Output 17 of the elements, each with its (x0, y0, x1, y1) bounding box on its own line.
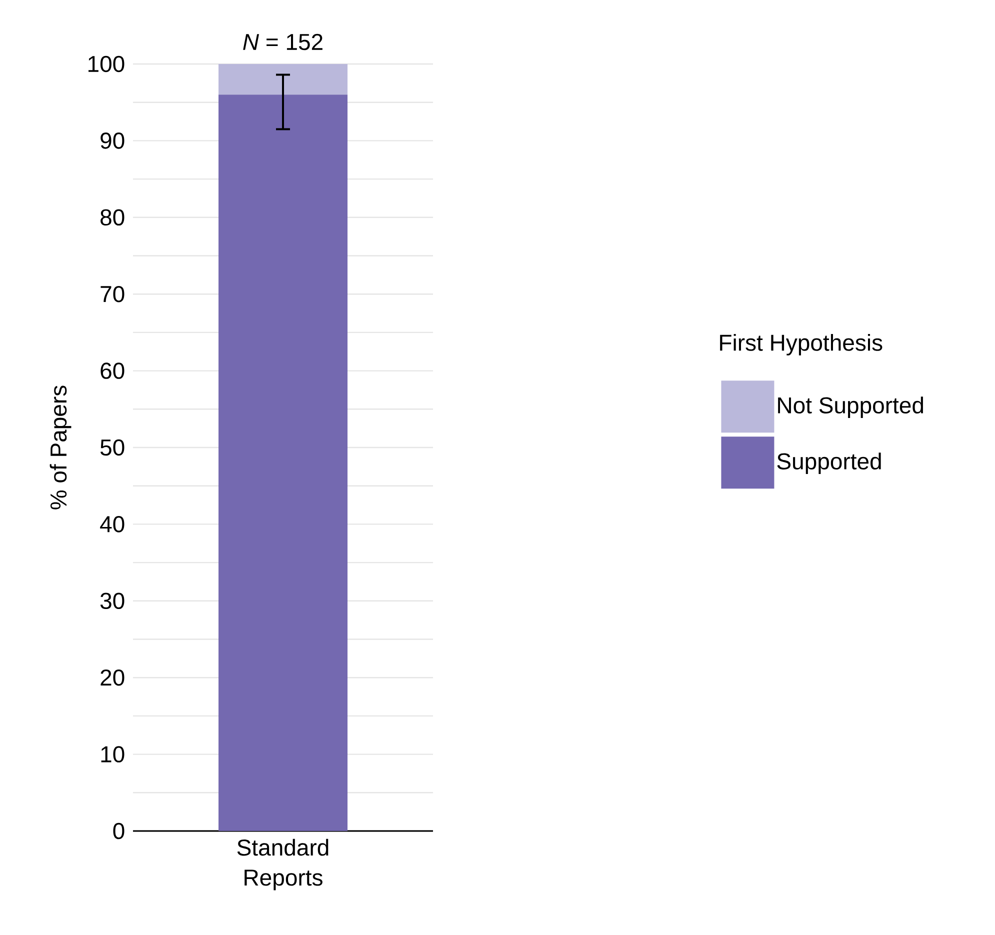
y-tick-label: 60 (100, 362, 124, 379)
legend-title: First Hypothesis (720, 334, 882, 356)
y-tick-label: 40 (100, 516, 124, 532)
y-tick-label: 50 (100, 439, 124, 456)
y-tick-label: 90 (100, 132, 124, 149)
y-tick-label: 70 (100, 286, 124, 302)
y-tick-label: 20 (100, 669, 124, 686)
y-axis-title: % of Papers (50, 386, 72, 510)
legend-label: Supported (777, 452, 881, 474)
legend-label: Not Supported (778, 396, 924, 418)
y-tick-label: 100 (88, 56, 124, 72)
y-tick-label: 0 (113, 822, 124, 840)
chart-title: N = 152 (243, 34, 322, 50)
y-tick-label: 10 (101, 746, 124, 762)
x-tick-label: Standard Reports (237, 838, 328, 890)
y-tick-label: 80 (100, 209, 124, 226)
y-tick-label: 30 (100, 592, 124, 610)
